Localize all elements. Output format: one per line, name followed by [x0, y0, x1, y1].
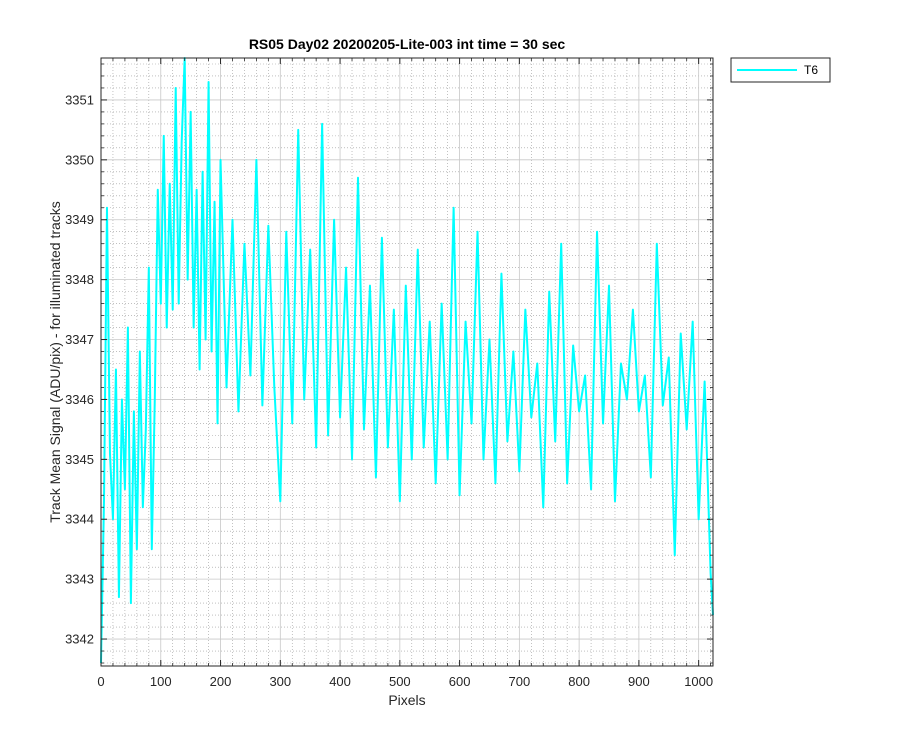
plot-area [101, 58, 713, 666]
y-tick-label: 3350 [65, 152, 94, 167]
y-tick-label: 3343 [65, 572, 94, 587]
y-tick-label: 3347 [65, 332, 94, 347]
x-tick-label: 600 [449, 674, 471, 689]
legend-entry-t6: T6 [804, 63, 818, 77]
y-tick-label: 3344 [65, 512, 94, 527]
x-tick-label: 500 [389, 674, 411, 689]
series-layer [100, 57, 714, 664]
x-tick-label: 200 [210, 674, 232, 689]
y-tick-label: 3345 [65, 452, 94, 467]
series-line-t6 [100, 57, 714, 664]
x-tick-label: 0 [97, 674, 104, 689]
y-axis-label: Track Mean Signal (ADU/pix) - for illumi… [47, 201, 63, 523]
x-axis-ticks: 0 100 200 300 400 500 600 700 800 900 1000 [97, 58, 713, 689]
y-tick-label: 3351 [65, 92, 94, 107]
x-tick-label: 900 [628, 674, 650, 689]
legend: T6 [730, 57, 831, 83]
y-tick-label: 3346 [65, 392, 94, 407]
x-tick-label: 800 [568, 674, 590, 689]
y-tick-label: 3349 [65, 212, 94, 227]
x-tick-label: 400 [329, 674, 351, 689]
x-tick-label: 1000 [684, 674, 713, 689]
y-axis-ticks: 3342 3343 3344 3345 3346 3347 3348 3349 3350 3351 [65, 63, 713, 664]
chart-title: RS05 Day02 20200205-Lite-003 int time = … [249, 36, 566, 52]
y-tick-label: 3342 [65, 632, 94, 647]
y-tick-label: 3348 [65, 272, 94, 287]
x-tick-label: 300 [269, 674, 291, 689]
minor-grid [101, 58, 713, 666]
x-axis-label: Pixels [388, 692, 425, 708]
plot-border [100, 57, 714, 667]
x-tick-label: 700 [509, 674, 531, 689]
x-tick-label: 100 [150, 674, 172, 689]
